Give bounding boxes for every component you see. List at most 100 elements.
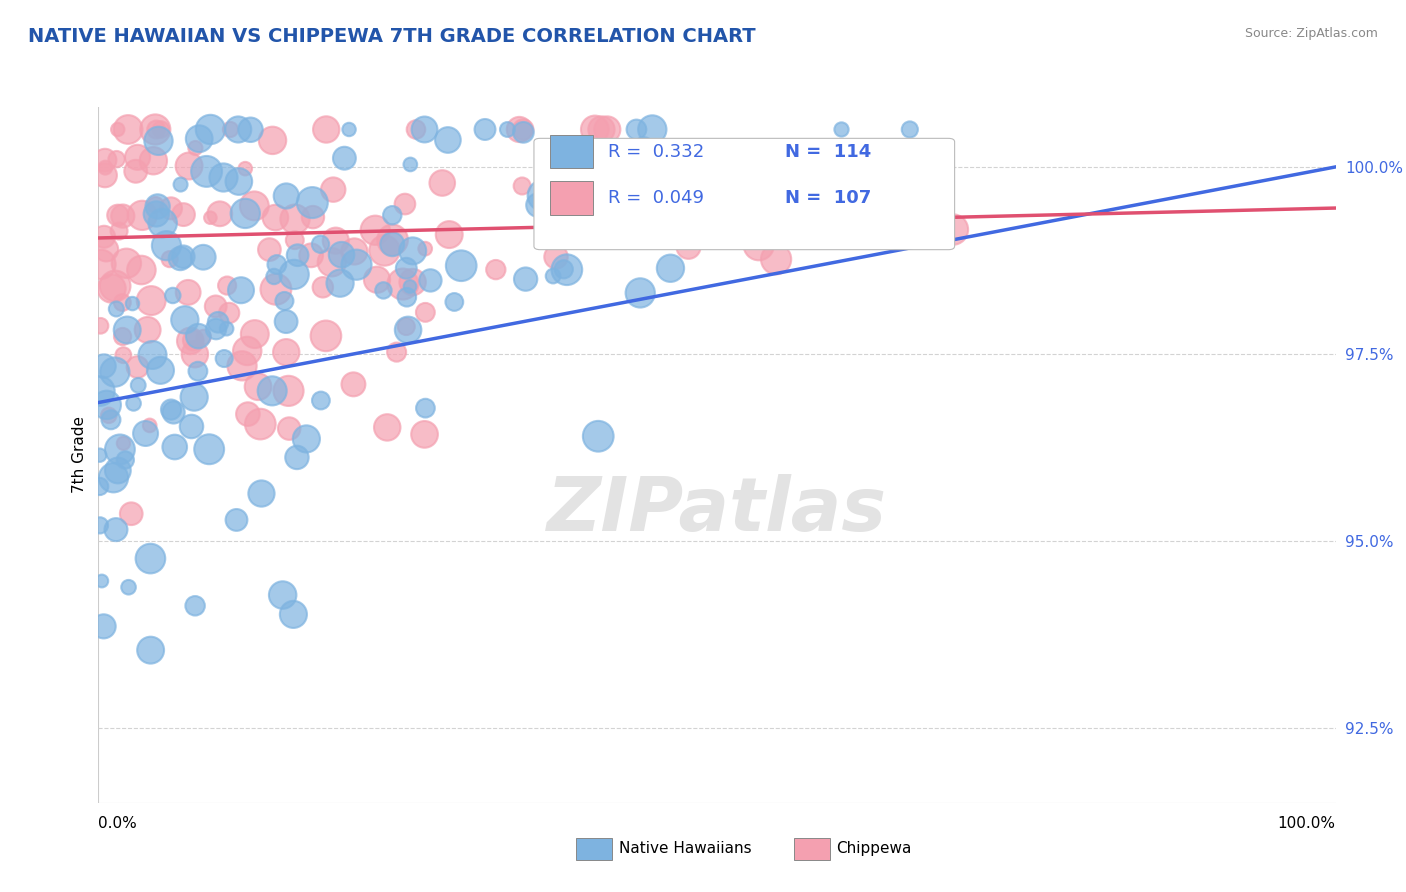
Point (149, 363, 172, 377)
Point (262, 133, 284, 147)
Point (149, 122, 172, 136)
Point (127, 150, 149, 164)
Point (337, 122, 360, 136)
Point (169, 178, 191, 192)
Point (330, 248, 353, 262)
Point (385, 345, 408, 359)
Point (117, 122, 139, 136)
Point (239, 122, 262, 136)
Point (162, 405, 184, 419)
Point (218, 306, 240, 320)
Point (163, 440, 186, 454)
Point (402, 244, 425, 258)
Point (626, 122, 648, 136)
Point (172, 250, 194, 264)
Point (89, 448, 111, 462)
Point (373, 244, 395, 258)
Point (145, 207, 167, 221)
Point (678, 240, 700, 254)
Text: NATIVE HAWAIIAN VS CHIPPEWA 7TH GRADE CORRELATION CHART: NATIVE HAWAIIAN VS CHIPPEWA 7TH GRADE CO… (28, 27, 756, 45)
Point (544, 250, 567, 264)
Point (136, 323, 159, 337)
Point (217, 278, 239, 293)
Point (160, 402, 183, 417)
Point (641, 122, 664, 136)
Point (274, 315, 297, 329)
Point (96, 398, 118, 412)
Point (152, 216, 174, 230)
Point (283, 607, 305, 622)
Point (139, 551, 162, 566)
Point (108, 442, 131, 457)
Text: R =  0.049: R = 0.049 (609, 189, 704, 207)
Point (405, 122, 427, 136)
Point (104, 279, 127, 293)
Point (276, 189, 298, 203)
Point (591, 122, 613, 136)
Point (195, 164, 218, 178)
Text: N =  107: N = 107 (785, 189, 872, 207)
Point (283, 268, 305, 282)
Point (831, 122, 853, 136)
Point (395, 261, 418, 276)
Point (93, 229, 115, 244)
Point (394, 197, 416, 211)
Point (173, 313, 195, 327)
Point (89, 518, 111, 533)
Point (162, 288, 184, 302)
Point (413, 122, 436, 136)
Point (419, 273, 441, 287)
Point (115, 323, 138, 337)
Point (395, 290, 418, 304)
Point (325, 234, 347, 248)
Point (586, 429, 609, 443)
Point (541, 268, 564, 283)
Point (443, 295, 465, 310)
Point (366, 273, 388, 287)
Point (287, 248, 309, 262)
Point (115, 256, 138, 270)
Point (474, 122, 496, 136)
Point (312, 280, 335, 294)
Point (284, 233, 307, 247)
Point (512, 122, 534, 136)
Point (141, 348, 163, 362)
Point (264, 211, 287, 225)
Point (510, 179, 533, 194)
Point (527, 198, 550, 212)
Point (94, 161, 117, 175)
Point (595, 215, 617, 229)
Point (100, 281, 122, 295)
Point (264, 282, 287, 296)
Point (768, 174, 790, 188)
Point (628, 285, 651, 300)
Point (184, 141, 207, 155)
Point (322, 183, 344, 197)
Text: Native Hawaiians: Native Hawaiians (619, 841, 751, 855)
Point (117, 580, 139, 594)
Point (399, 157, 422, 171)
Point (277, 384, 299, 398)
Point (112, 348, 135, 362)
Point (321, 255, 343, 269)
Point (391, 277, 413, 291)
Point (200, 211, 222, 225)
Point (177, 159, 200, 173)
Point (329, 276, 352, 290)
Point (159, 252, 181, 267)
Point (193, 250, 215, 264)
Point (93, 359, 115, 373)
Point (160, 202, 183, 216)
Point (309, 393, 332, 408)
Point (748, 238, 770, 252)
FancyBboxPatch shape (550, 135, 593, 169)
Point (226, 122, 249, 136)
Point (148, 134, 170, 148)
Point (263, 269, 285, 284)
Point (266, 258, 288, 272)
Point (193, 330, 215, 344)
Point (413, 242, 436, 256)
Point (215, 321, 238, 335)
Point (247, 380, 270, 394)
Point (496, 122, 519, 136)
